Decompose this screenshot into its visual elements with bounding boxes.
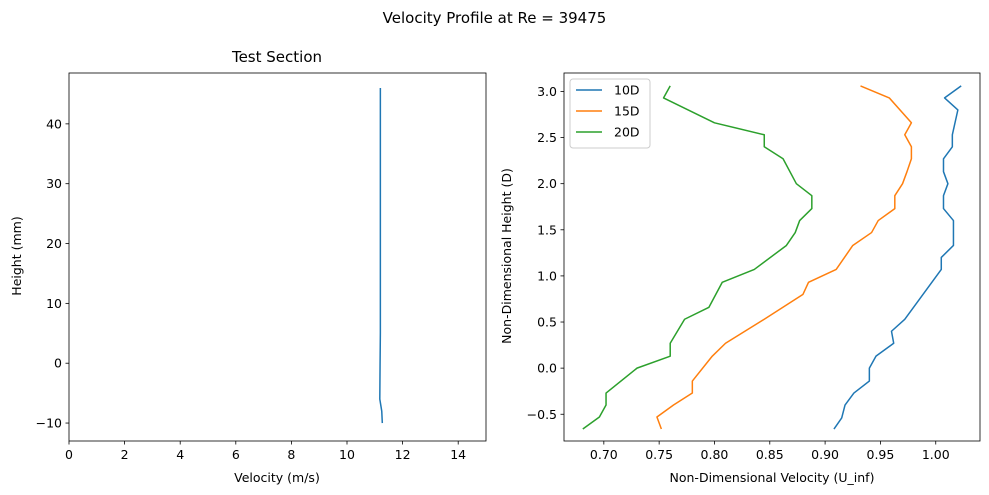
right-x-tick-label: 0.75 [645, 447, 673, 462]
left-y-axis-label: Height (mm) [9, 216, 24, 295]
right-x-tick-label: 0.95 [867, 447, 895, 462]
left-axes: Test Section Velocity (m/s) Height (mm) … [9, 48, 487, 485]
left-y-tick-label: 10 [46, 296, 62, 311]
right-y-tick-label: 2.5 [537, 130, 557, 145]
left-y-tick-label: 40 [46, 116, 62, 131]
left-y-tick-label: 20 [46, 236, 62, 251]
legend-label-20d: 20D [614, 125, 640, 140]
left-x-tick-label: 10 [339, 447, 355, 462]
right-y-axis-label: Non-Dimensional Height (D) [499, 168, 514, 344]
left-y-tick-label: 0 [54, 356, 62, 371]
legend: 10D 15D 20D [569, 78, 651, 149]
left-axes-title: Test Section [231, 48, 322, 66]
series-line-15d [656, 85, 913, 430]
right-y-tick-label: 2.0 [537, 176, 557, 191]
left-x-tick-label: 4 [176, 447, 184, 462]
right-y-tick-label: −0.5 [527, 407, 557, 422]
right-y-tick-label: 0.0 [537, 361, 557, 376]
right-x-tick-label: 0.80 [701, 447, 729, 462]
left-x-tick-label: 12 [395, 447, 411, 462]
right-x-tick-label: 0.70 [590, 447, 618, 462]
right-y-tick-label: 3.0 [537, 84, 557, 99]
left-y-tick-label: −10 [36, 416, 62, 431]
left-x-tick-label: 14 [450, 447, 466, 462]
right-axes: Non-Dimensional Velocity (U_inf) Non-Dim… [499, 72, 981, 485]
left-x-axis-label: Velocity (m/s) [234, 470, 320, 485]
left-series-line [379, 87, 384, 424]
legend-box [569, 78, 651, 149]
left-axes-frame [68, 72, 487, 442]
right-axes-frame [563, 72, 981, 442]
series-line-10d [833, 85, 962, 430]
right-x-tick-label: 0.85 [756, 447, 784, 462]
left-x-tick-label: 6 [232, 447, 240, 462]
legend-label-10d: 10D [614, 83, 640, 98]
left-x-tick-label: 0 [65, 447, 73, 462]
left-y-tick-label: 30 [46, 176, 62, 191]
right-x-axis-label: Non-Dimensional Velocity (U_inf) [670, 470, 875, 485]
legend-label-15d: 15D [614, 104, 640, 119]
right-y-tick-label: 0.5 [537, 315, 557, 330]
right-y-tick-label: 1.5 [537, 222, 557, 237]
figure-suptitle: Velocity Profile at Re = 39475 [383, 9, 607, 27]
right-x-tick-label: 1.00 [922, 447, 950, 462]
right-x-tick-label: 0.90 [811, 447, 839, 462]
series-line-20d [582, 85, 813, 430]
left-x-tick-label: 8 [287, 447, 295, 462]
right-y-tick-label: 1.0 [537, 268, 557, 283]
left-x-tick-label: 2 [121, 447, 129, 462]
